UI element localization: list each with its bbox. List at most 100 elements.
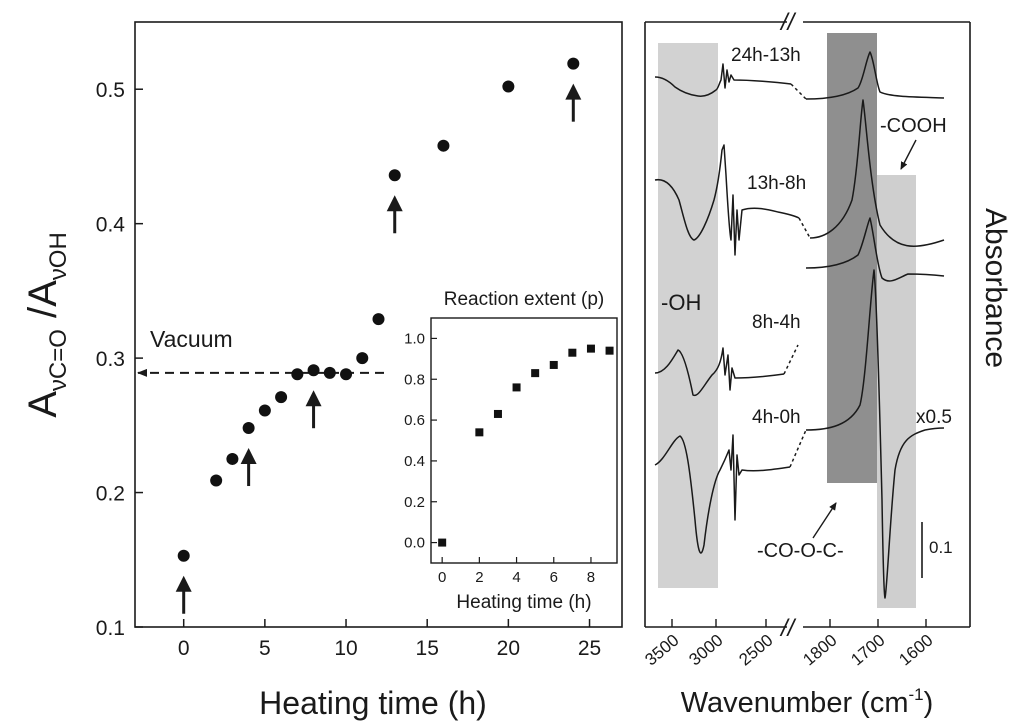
main-data-point (356, 352, 369, 365)
main-x-tick-label: 10 (334, 637, 357, 660)
spectrum-24h-13h-bridge (790, 83, 807, 100)
main-data-point (567, 57, 580, 70)
inset-data-point (568, 348, 577, 357)
spectra-x-tick-label: 3500 (641, 631, 682, 670)
spectrum-4h-0h (654, 434, 791, 554)
axis-break-top: // (779, 9, 797, 36)
spectrum-13h-8h (654, 144, 800, 256)
heating-arrow (175, 575, 192, 614)
main-data-point (275, 391, 288, 404)
label-13h-8h: 13h-8h (747, 173, 806, 194)
inset-x-tick-label: 4 (512, 569, 520, 586)
main-y-tick-label: 0.3 (96, 348, 125, 371)
inset-data-points (438, 344, 614, 547)
spectra-x-tick-label: 2500 (735, 631, 776, 670)
heating-stage-arrows (175, 83, 582, 614)
main-plot-frame (134, 21, 623, 628)
main-y-tick-label: 0.2 (96, 483, 125, 506)
inset-y-tick-label: 0.2 (404, 494, 425, 511)
anhydride-pointer-arrow (812, 502, 837, 539)
inset-data-point (586, 344, 595, 353)
inset-y-ticks: 0.0 0.2 0.4 0.6 0.8 1.0 (404, 330, 437, 552)
cooh-pointer-arrow (900, 139, 917, 170)
main-data-point (307, 364, 320, 377)
main-data-point (437, 139, 450, 152)
spectrum-8h-4h (654, 347, 785, 397)
heating-arrow (305, 390, 322, 429)
inset-y-tick-label: 1.0 (404, 330, 425, 347)
heating-arrow (386, 195, 403, 234)
inset-y-tick-label: 0.4 (404, 453, 425, 470)
inset-y-tick-label: 0.8 (404, 371, 425, 388)
inset-y-tick-label: 0.0 (404, 535, 425, 552)
inset-x-ticks: 0 2 4 6 8 (438, 557, 595, 586)
inset-data-point (512, 383, 521, 392)
main-x-tick-label: 20 (497, 637, 520, 660)
main-scatter-panel: 0 5 10 15 20 25 0.10.20.30.40.5 Vacuum Heatin… (21, 21, 623, 721)
inset-data-point (605, 346, 614, 355)
main-data-point (177, 549, 190, 562)
main-data-points (177, 57, 580, 562)
ir-spectra-panel: // // 3500 3000 2500 1800 1700 1600 24h-13h 1… (641, 9, 1012, 719)
inset-x-axis-label: Heating time (h) (456, 592, 591, 613)
main-data-point (388, 169, 401, 182)
main-data-point (502, 80, 515, 93)
spectra-x-tick-label: 1600 (895, 631, 936, 670)
inset-data-point (549, 360, 558, 369)
inset-y-tick-label: 0.6 (404, 412, 425, 429)
main-x-tick-label: 5 (259, 637, 271, 660)
oh-band-label: -OH (661, 290, 701, 315)
vacuum-label: Vacuum (150, 326, 233, 352)
axis-break-bottom: // (779, 615, 797, 642)
spectra-x-axis-label: Wavenumber (cm-1) (681, 685, 934, 719)
spectra-frame (644, 21, 971, 628)
main-y-tick-label: 0.1 (96, 617, 125, 640)
anhydride-band-shade (827, 33, 877, 483)
main-data-point (372, 313, 385, 326)
scale-bar-label: 0.1 (929, 538, 953, 557)
inset-title: Reaction extent (p) (444, 289, 605, 310)
spectrum-24h-13h (654, 63, 792, 97)
main-data-point (340, 368, 353, 381)
anhydride-band-label: -CO-O-C- (757, 540, 844, 562)
cooh-band-label: -COOH (880, 115, 947, 137)
main-y-axis-label: AνC=O /AνOH (21, 232, 72, 418)
spectrum-13h-8h-bridge (798, 217, 811, 239)
inset-x-tick-label: 6 (550, 569, 558, 586)
main-y-ticks: 0.1 0.2 0.3 0.4 0.5 (96, 79, 143, 640)
spectra-x-tick-label: 1800 (799, 631, 840, 670)
inset-x-tick-label: 2 (475, 569, 483, 586)
heating-arrow (565, 83, 582, 122)
spectrum-13h-8h-right (809, 99, 945, 247)
main-y-tick-label: 0.4 (96, 214, 126, 237)
spectra-x-tick-label: 3000 (685, 631, 726, 670)
spectra-y-axis-label: Absorbance (979, 208, 1012, 368)
inset-data-point (493, 409, 502, 418)
inset-plot-frame (430, 317, 618, 564)
main-x-tick-label: 25 (578, 637, 601, 660)
inset-data-point (438, 538, 447, 547)
main-data-point (291, 368, 304, 381)
oh-band-shade (658, 43, 718, 588)
label-4h-0h: 4h-0h (752, 407, 801, 428)
spectrum-8h-4h-bridge (783, 344, 799, 375)
spectra-traces (654, 51, 945, 599)
inset-x-tick-label: 8 (587, 569, 595, 586)
scale-factor-label: x0.5 (916, 407, 952, 428)
main-y-tick-label: 0.5 (96, 79, 125, 102)
main-x-axis-label: Heating time (h) (259, 685, 487, 721)
main-x-tick-label: 15 (416, 637, 439, 660)
inset-data-point (531, 369, 540, 378)
main-data-point (258, 404, 271, 417)
main-data-point (226, 452, 239, 465)
spectra-x-tick-label: 1700 (847, 631, 888, 670)
main-x-tick-label: 0 (178, 637, 190, 660)
inset-data-point (475, 428, 484, 437)
spectrum-8h-4h-right (805, 217, 945, 282)
label-8h-4h: 8h-4h (752, 312, 801, 333)
cooh-band-shade (877, 175, 916, 608)
inset-x-tick-label: 0 (438, 569, 446, 586)
spectrum-24h-13h-right (805, 51, 945, 100)
